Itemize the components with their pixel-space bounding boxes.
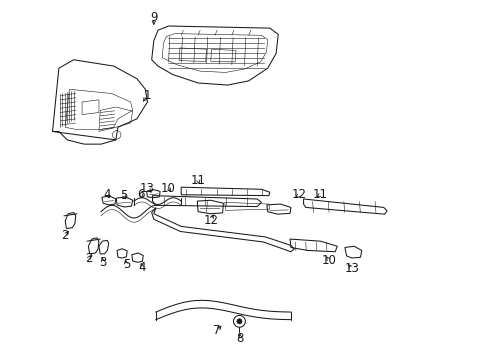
Text: 10: 10 — [321, 254, 336, 267]
Text: 6: 6 — [137, 188, 144, 201]
Text: 3: 3 — [99, 256, 107, 269]
Text: 12: 12 — [291, 188, 306, 201]
Text: 2: 2 — [61, 229, 69, 242]
Text: 5: 5 — [122, 258, 130, 271]
Text: 2: 2 — [84, 252, 92, 265]
Text: 13: 13 — [344, 262, 359, 275]
Text: 7: 7 — [213, 324, 221, 337]
Text: 4: 4 — [139, 261, 146, 274]
Text: 1: 1 — [143, 89, 151, 102]
Text: 10: 10 — [161, 182, 176, 195]
Text: 5: 5 — [121, 189, 128, 202]
Circle shape — [236, 319, 242, 324]
Text: 9: 9 — [150, 11, 157, 24]
Text: 11: 11 — [312, 188, 327, 201]
Text: 4: 4 — [103, 188, 111, 201]
Text: 12: 12 — [203, 213, 218, 226]
Text: 11: 11 — [190, 174, 205, 186]
Text: 13: 13 — [140, 182, 155, 195]
Text: 8: 8 — [236, 332, 244, 345]
